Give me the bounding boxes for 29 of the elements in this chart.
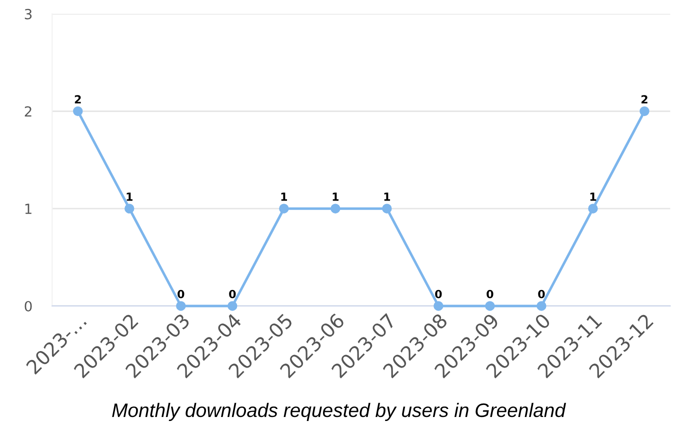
point (640, 106, 650, 116)
point (124, 204, 134, 214)
point (176, 301, 186, 311)
data-label: 0 (538, 290, 545, 298)
data-label: 1 (384, 192, 390, 201)
point (588, 204, 598, 214)
data-label: 1 (332, 192, 339, 201)
y-tick-label: 2 (24, 106, 32, 117)
point (536, 301, 546, 311)
point (279, 204, 289, 214)
data-label: 0 (229, 290, 236, 298)
point (434, 301, 444, 311)
point (382, 204, 392, 214)
point (485, 301, 495, 311)
data-label: 1 (126, 192, 132, 201)
y-tick-label: 3 (24, 8, 32, 20)
y-tick-label: 0 (24, 300, 32, 312)
data-label: 0 (178, 290, 184, 298)
data-label: 2 (74, 95, 81, 104)
point (73, 106, 83, 116)
x-axis-title: Monthly downloads requested by users in Greenland (112, 402, 566, 421)
point (330, 204, 340, 214)
data-label: 1 (281, 192, 288, 201)
data-label: 1 (590, 192, 596, 201)
point (228, 301, 238, 311)
data-label: 2 (641, 95, 648, 104)
y-tick-label: 1 (25, 204, 32, 214)
data-label: 0 (486, 290, 494, 298)
data-label: 0 (435, 290, 442, 298)
